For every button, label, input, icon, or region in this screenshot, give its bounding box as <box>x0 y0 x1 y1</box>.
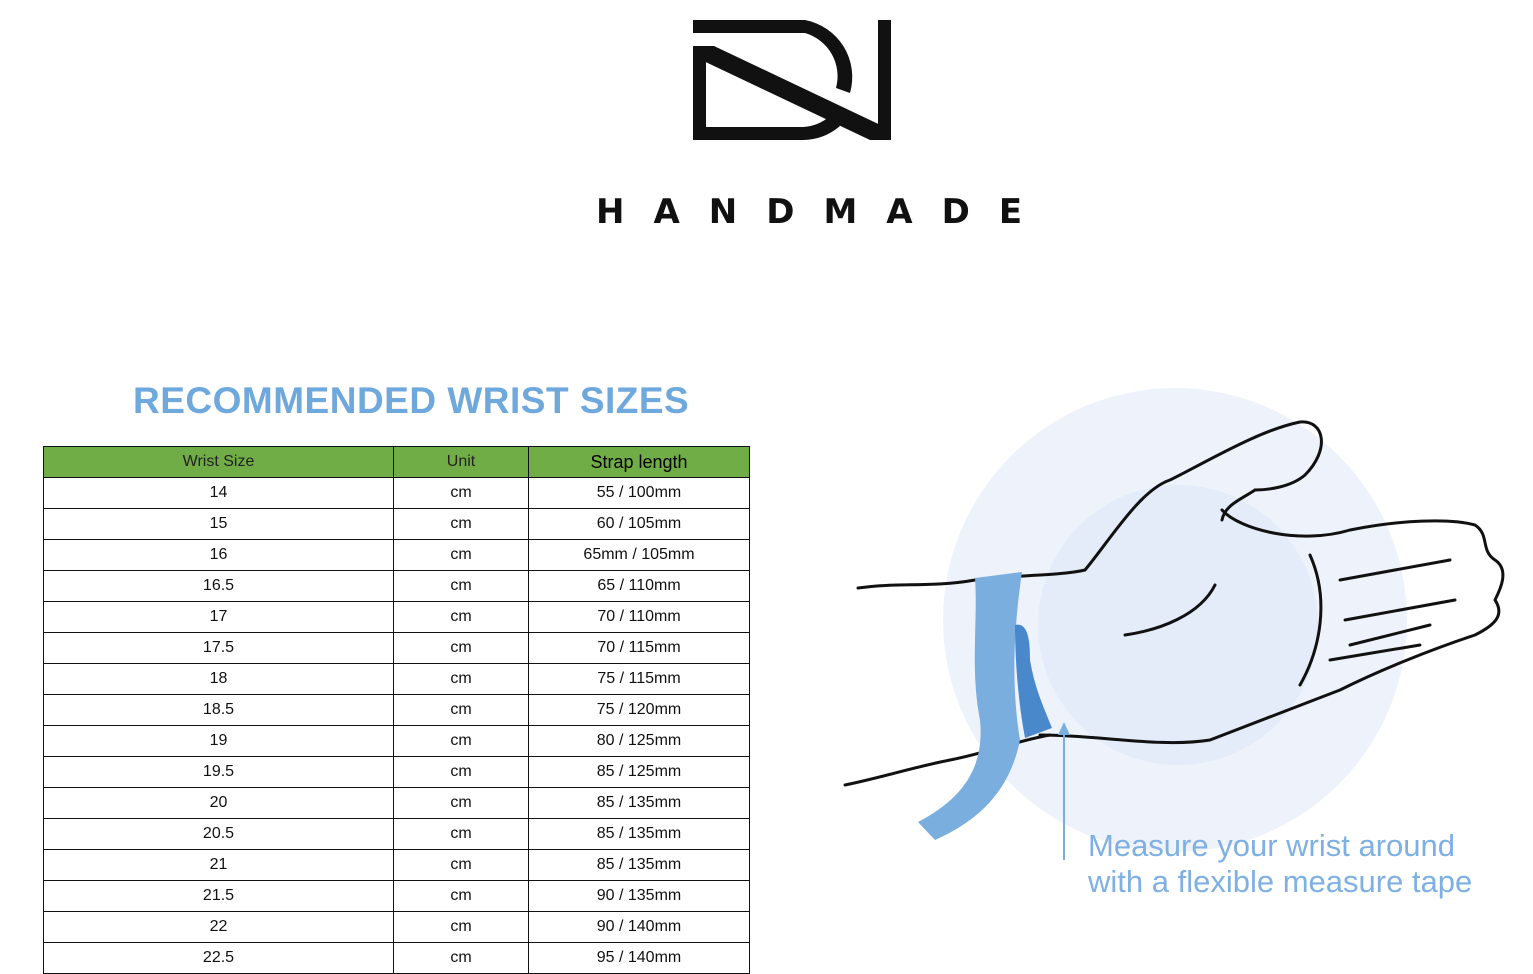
strap-length-cell: 85 / 135mm <box>528 818 750 850</box>
wrist-size-cell: 22.5 <box>43 942 394 974</box>
unit-cell: cm <box>393 880 529 912</box>
unit-cell: cm <box>393 756 529 788</box>
wrist-size-cell: 22 <box>43 911 394 943</box>
strap-length-cell: 90 / 135mm <box>528 880 750 912</box>
table-row: 17.5 cm 70 / 115mm <box>43 632 750 664</box>
strap-length-cell: 85 / 135mm <box>528 787 750 819</box>
table-row: 21.5 cm 90 / 135mm <box>43 880 750 912</box>
wrist-size-table: Wrist Size Unit Strap length 14 cm 55 / 10… <box>43 446 750 974</box>
unit-cell: cm <box>393 942 529 974</box>
dn-logo <box>693 20 891 140</box>
wrist-measure-illustration <box>843 388 1505 860</box>
strap-length-cell: 70 / 115mm <box>528 632 750 664</box>
unit-cell: cm <box>393 632 529 664</box>
strap-length-cell: 75 / 115mm <box>528 663 750 695</box>
wrist-size-cell: 17.5 <box>43 632 394 664</box>
unit-cell: cm <box>393 787 529 819</box>
wrist-size-cell: 16.5 <box>43 570 394 602</box>
table-row: 20 cm 85 / 135mm <box>43 787 750 819</box>
strap-length-cell: 80 / 125mm <box>528 725 750 757</box>
measure-caption: Measure your wrist around with a flexibl… <box>1088 828 1472 900</box>
table-row: 16.5 cm 65 / 110mm <box>43 570 750 602</box>
unit-cell: cm <box>393 539 529 571</box>
caption-line-1: Measure your wrist around <box>1088 828 1455 863</box>
table-row: 22.5 cm 95 / 140mm <box>43 942 750 974</box>
table-row: 14 cm 55 / 100mm <box>43 477 750 509</box>
table-header-row: Wrist Size Unit Strap length <box>43 446 750 478</box>
wrist-size-cell: 16 <box>43 539 394 571</box>
wrist-size-cell: 20.5 <box>43 818 394 850</box>
wrist-size-cell: 21 <box>43 849 394 881</box>
unit-cell: cm <box>393 601 529 633</box>
strap-length-cell: 60 / 105mm <box>528 508 750 540</box>
unit-cell: cm <box>393 849 529 881</box>
unit-cell: cm <box>393 725 529 757</box>
header-wrist-size: Wrist Size <box>43 446 394 478</box>
table-row: 22 cm 90 / 140mm <box>43 911 750 943</box>
wrist-size-cell: 18.5 <box>43 694 394 726</box>
table-row: 18 cm 75 / 115mm <box>43 663 750 695</box>
strap-length-cell: 75 / 120mm <box>528 694 750 726</box>
strap-length-cell: 90 / 140mm <box>528 911 750 943</box>
header-unit: Unit <box>393 446 529 478</box>
table-row: 16 cm 65mm / 105mm <box>43 539 750 571</box>
strap-length-cell: 95 / 140mm <box>528 942 750 974</box>
table-row: 17 cm 70 / 110mm <box>43 601 750 633</box>
wrist-size-cell: 18 <box>43 663 394 695</box>
table-row: 19 cm 80 / 125mm <box>43 725 750 757</box>
unit-cell: cm <box>393 911 529 943</box>
wrist-size-cell: 20 <box>43 787 394 819</box>
unit-cell: cm <box>393 508 529 540</box>
wrist-size-cell: 19 <box>43 725 394 757</box>
page-title: RECOMMENDED WRIST SIZES <box>133 380 690 421</box>
wrist-size-cell: 15 <box>43 508 394 540</box>
table-row: 18.5 cm 75 / 120mm <box>43 694 750 726</box>
header-strap-length: Strap length <box>528 446 750 478</box>
strap-length-cell: 70 / 110mm <box>528 601 750 633</box>
unit-cell: cm <box>393 570 529 602</box>
strap-length-cell: 85 / 135mm <box>528 849 750 881</box>
caption-line-2: with a flexible measure tape <box>1088 864 1473 899</box>
table-row: 15 cm 60 / 105mm <box>43 508 750 540</box>
unit-cell: cm <box>393 477 529 509</box>
strap-length-cell: 55 / 100mm <box>528 477 750 509</box>
unit-cell: cm <box>393 663 529 695</box>
wrist-size-cell: 17 <box>43 601 394 633</box>
hand-outline-icon <box>843 420 1505 787</box>
inner-circle <box>1038 485 1318 765</box>
brand-name: HANDMADE <box>596 192 1052 232</box>
wrist-size-cell: 14 <box>43 477 394 509</box>
strap-length-cell: 65mm / 105mm <box>528 539 750 571</box>
table-row: 21 cm 85 / 135mm <box>43 849 750 881</box>
wrist-size-cell: 19.5 <box>43 756 394 788</box>
measure-tape-icon <box>918 572 1022 840</box>
wrist-size-cell: 21.5 <box>43 880 394 912</box>
unit-cell: cm <box>393 694 529 726</box>
table-row: 19.5 cm 85 / 125mm <box>43 756 750 788</box>
arrow-up-icon <box>1058 722 1070 735</box>
strap-length-cell: 85 / 125mm <box>528 756 750 788</box>
table-row: 20.5 cm 85 / 135mm <box>43 818 750 850</box>
unit-cell: cm <box>393 818 529 850</box>
strap-length-cell: 65 / 110mm <box>528 570 750 602</box>
